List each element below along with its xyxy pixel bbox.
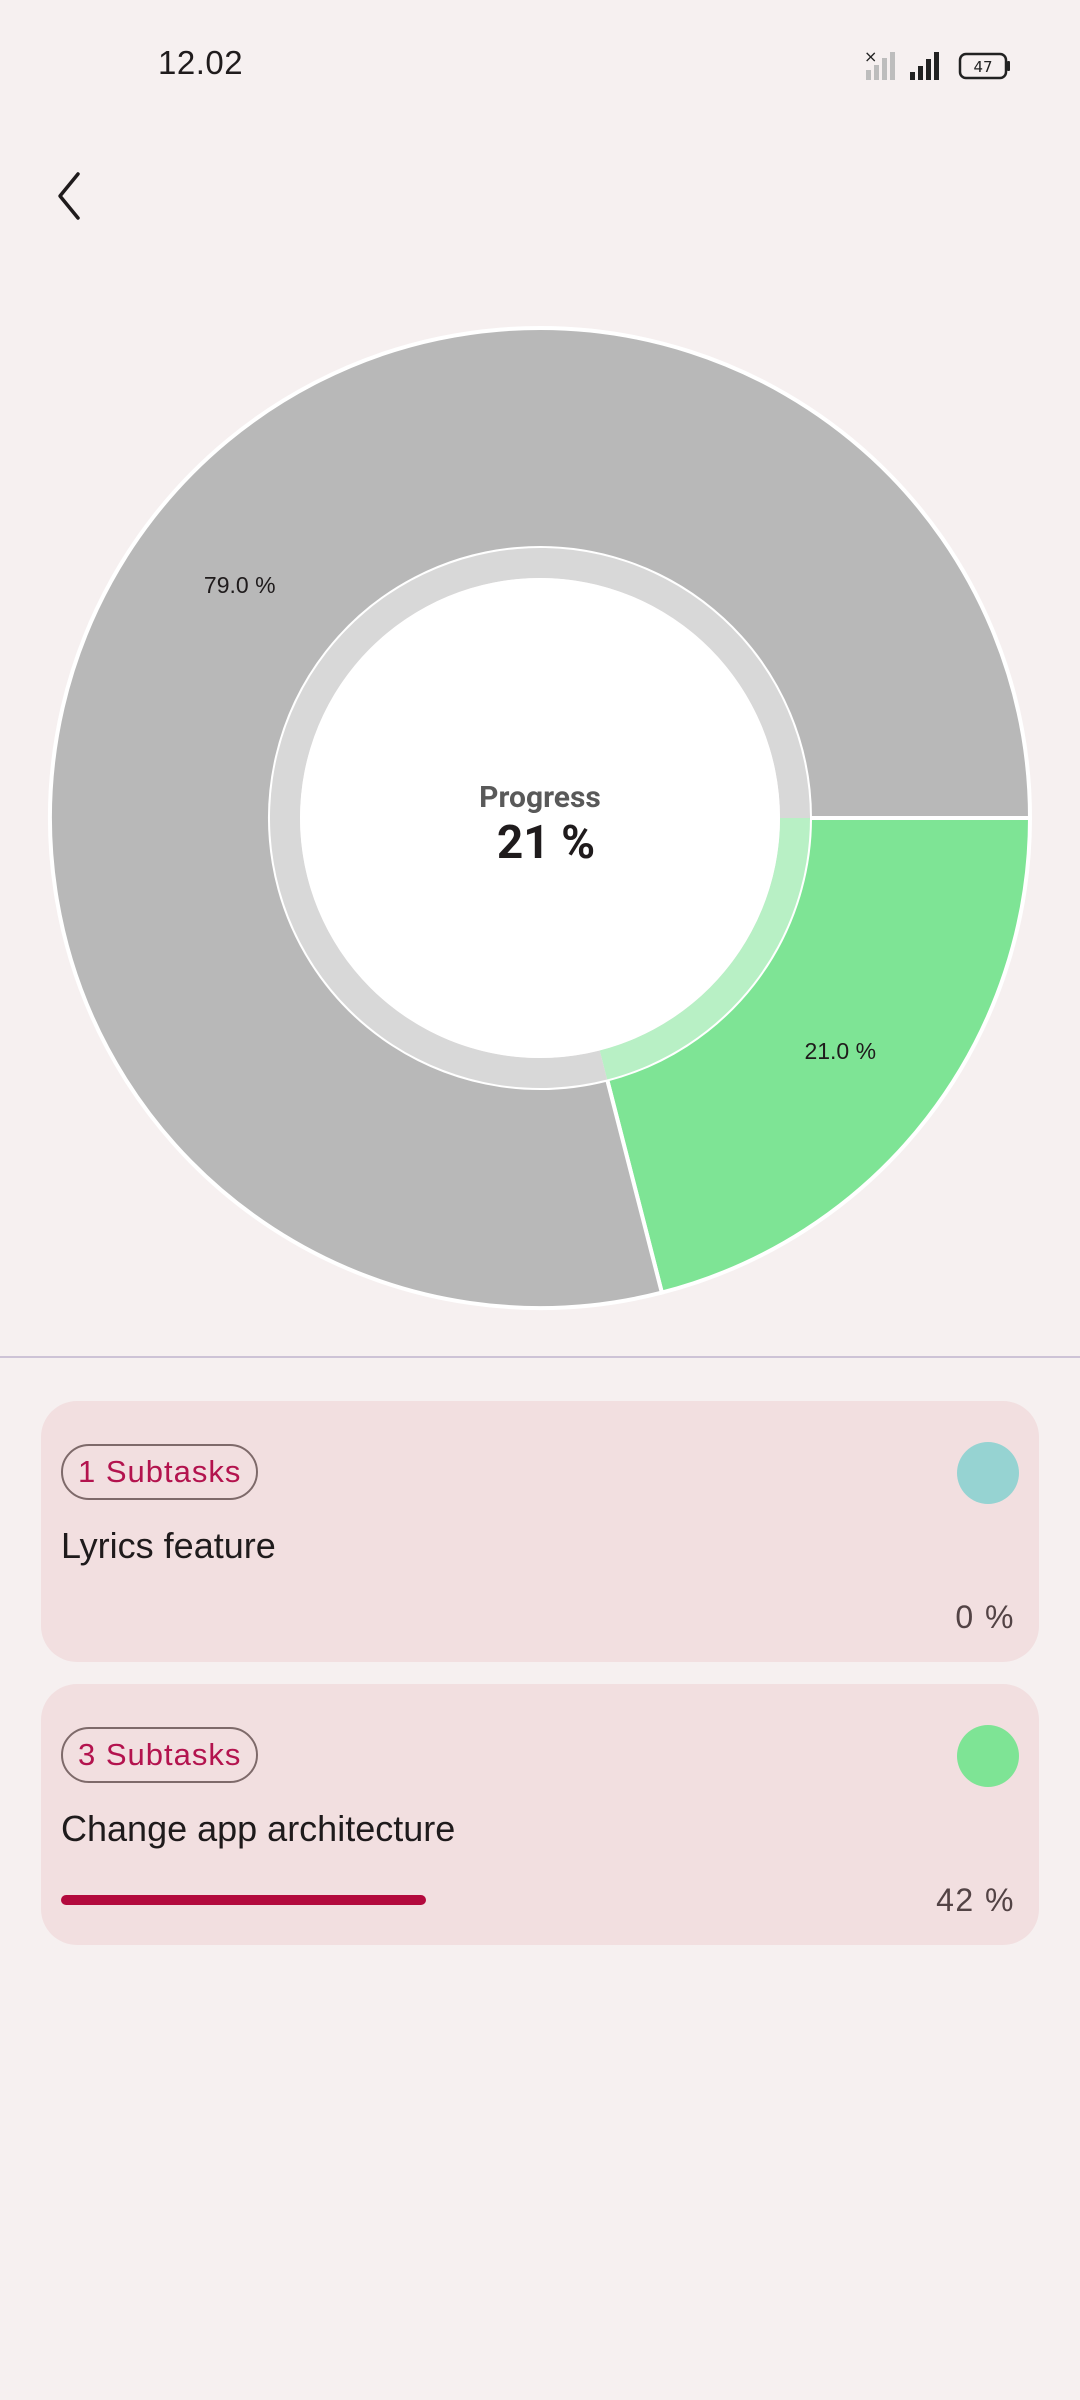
pie-inner-ring-done bbox=[599, 818, 810, 1080]
signal-x-icon: × bbox=[864, 48, 895, 80]
svg-text:×: × bbox=[864, 48, 877, 66]
task-color-dot bbox=[957, 1442, 1019, 1504]
task-title: Change app architecture bbox=[61, 1808, 456, 1849]
status-time: 12.02 bbox=[158, 44, 244, 81]
task-percent: 0 % bbox=[955, 1599, 1015, 1635]
battery-level: 47 bbox=[973, 58, 992, 76]
chart-center-value: 21 % bbox=[497, 816, 595, 870]
task-title: Lyrics feature bbox=[61, 1525, 276, 1566]
status-bar: 12.02 × 47 bbox=[0, 0, 1080, 130]
task-card[interactable]: 1 Subtasks Lyrics feature 0 % bbox=[41, 1401, 1039, 1662]
section-divider bbox=[0, 1356, 1080, 1358]
chart-center-hole bbox=[300, 578, 780, 1058]
progress-donut-chart: Progress 21 % 21.0 % 79.0 % bbox=[48, 326, 1033, 1310]
pie-slice-label: 21.0 % bbox=[804, 1038, 876, 1064]
signal-bars-icon bbox=[910, 52, 939, 80]
progress-chart: Progress 21 % 21.0 % 79.0 % bbox=[0, 300, 1080, 1340]
chevron-left-icon bbox=[58, 172, 80, 220]
status-icons: × 47 bbox=[864, 48, 1010, 80]
pie-slice-label: 79.0 % bbox=[204, 572, 276, 598]
subtasks-chip[interactable]: 3 Subtasks bbox=[61, 1727, 259, 1783]
chart-center-title: Progress bbox=[479, 780, 601, 815]
task-progress-bar bbox=[61, 1895, 427, 1905]
task-color-dot bbox=[957, 1725, 1019, 1787]
task-percent: 42 % bbox=[936, 1882, 1015, 1918]
battery-icon: 47 bbox=[958, 52, 1010, 80]
back-button[interactable] bbox=[44, 160, 100, 232]
task-card[interactable]: 3 Subtasks Change app architecture 42 % bbox=[41, 1684, 1039, 1945]
subtasks-chip[interactable]: 1 Subtasks bbox=[61, 1444, 259, 1500]
